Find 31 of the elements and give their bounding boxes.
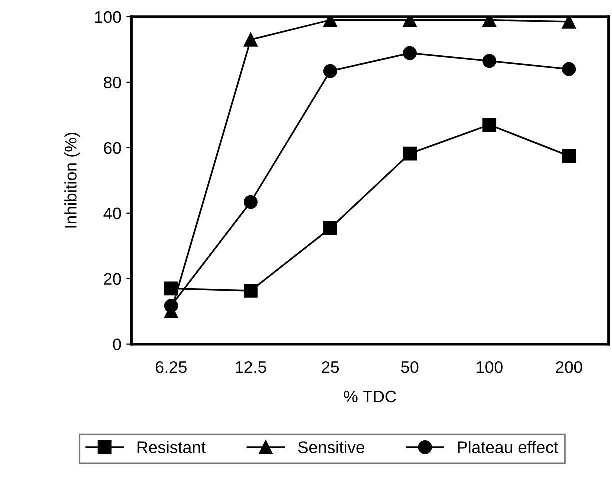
point (324, 222, 338, 236)
x-tick-label: 12.5 (236, 361, 266, 374)
point (562, 149, 576, 164)
point (562, 62, 576, 76)
y-tick-label: 80 (104, 76, 122, 89)
y-tick-label: 40 (104, 208, 122, 220)
point (244, 284, 258, 298)
point (403, 46, 417, 60)
legend-label: Resistant (138, 441, 206, 454)
point (482, 118, 497, 132)
x-tick-label: 25 (322, 361, 340, 374)
x-tick-label: 100 (476, 361, 503, 374)
x-axis-title: % TDC (344, 390, 396, 403)
legend-label: Plateau effect (458, 441, 558, 454)
point (164, 299, 178, 313)
x-tick-label: 6.25 (156, 361, 187, 374)
y-tick-label: 20 (104, 273, 122, 286)
y-tick-label: 60 (104, 142, 122, 154)
point (164, 282, 178, 296)
point (324, 64, 338, 78)
point (244, 32, 258, 47)
y-axis-title: Inhibition (%) (64, 133, 80, 228)
x-tick-label: 50 (401, 361, 419, 374)
y-tick-label: 0 (113, 338, 122, 351)
point (562, 16, 576, 29)
point (482, 54, 497, 68)
point (244, 195, 258, 210)
y-tick-label: 100 (95, 11, 122, 24)
legend-label: Sensitive (298, 441, 365, 454)
point (403, 146, 417, 161)
x-tick-label: 200 (556, 361, 582, 374)
